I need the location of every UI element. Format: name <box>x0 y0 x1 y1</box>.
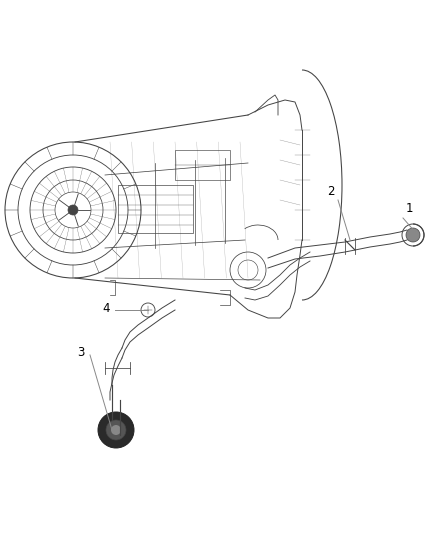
Bar <box>175 150 230 180</box>
Text: 3: 3 <box>78 345 85 359</box>
Circle shape <box>111 425 121 435</box>
Circle shape <box>406 228 420 242</box>
Circle shape <box>98 412 134 448</box>
Circle shape <box>106 420 126 440</box>
Text: 4: 4 <box>102 302 110 314</box>
Circle shape <box>68 205 78 215</box>
Text: 2: 2 <box>328 185 335 198</box>
Text: 1: 1 <box>406 202 413 215</box>
Bar <box>118 185 193 233</box>
